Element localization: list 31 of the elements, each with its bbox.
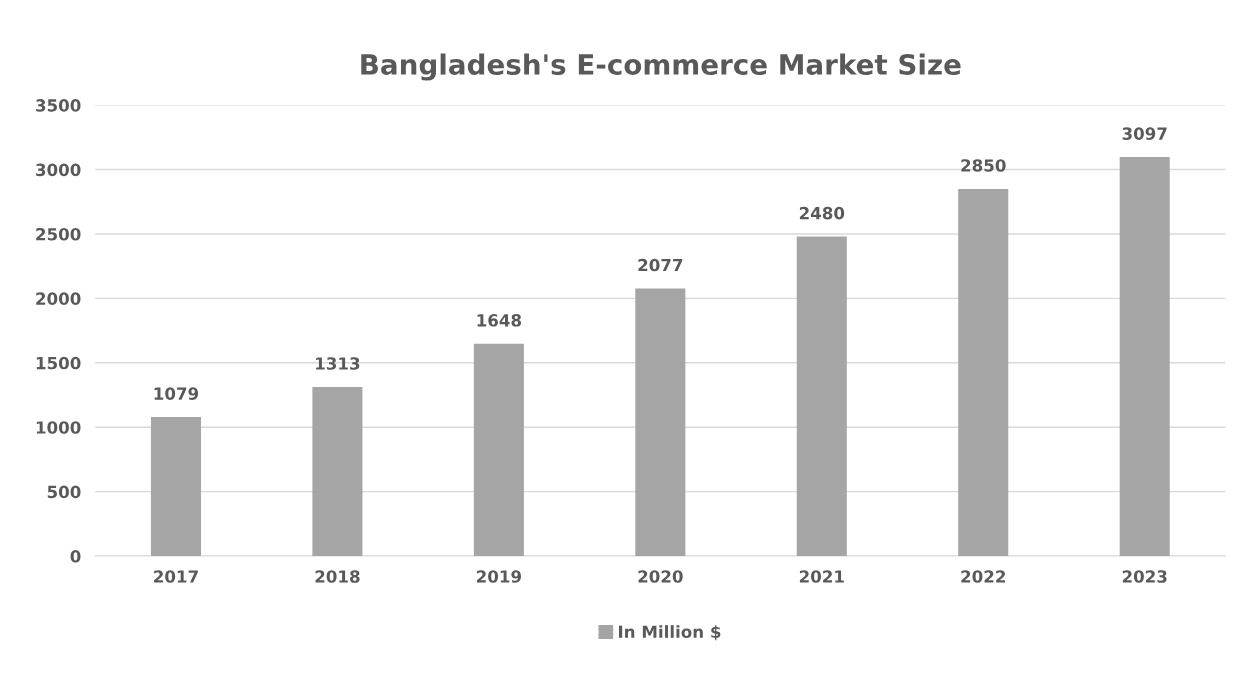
y-tick-label: 3000: [36, 163, 81, 177]
chart-title: Bangladesh's E-commerce Market Size: [361, 53, 961, 81]
x-tick-label: 2023: [1122, 570, 1167, 583]
y-tick-label: 3500: [36, 99, 81, 112]
y-tick-label: 1000: [36, 421, 81, 434]
y-tick-label: 2500: [36, 227, 81, 241]
bar: [473, 343, 524, 557]
x-tick-label: 2018: [315, 570, 360, 583]
data-label: 1313: [316, 357, 360, 370]
x-tick-label: 2022: [961, 570, 1005, 583]
y-tick-label: 500: [47, 485, 81, 499]
bar: [1119, 157, 1170, 557]
legend-label: In Million $: [619, 625, 721, 641]
bar: [958, 188, 1009, 557]
bar: [150, 417, 201, 557]
bar: [796, 236, 847, 557]
data-label: 3097: [1122, 127, 1167, 140]
x-tick-label: 2020: [638, 570, 683, 583]
x-tick-label: 2021: [799, 570, 844, 583]
bar: [312, 386, 363, 557]
data-label: 2850: [961, 159, 1006, 172]
data-label: 2077: [638, 258, 683, 272]
y-tick-label: 1500: [36, 356, 81, 370]
y-tick-label: 2000: [36, 292, 81, 305]
data-label: 2480: [799, 206, 845, 220]
x-tick-label: 2017: [154, 570, 198, 583]
y-tick-label: 0: [70, 550, 81, 563]
x-tick-label: 2019: [477, 570, 521, 583]
bar: [635, 288, 686, 557]
data-label: 1079: [154, 387, 199, 400]
data-label: 1648: [477, 314, 522, 327]
